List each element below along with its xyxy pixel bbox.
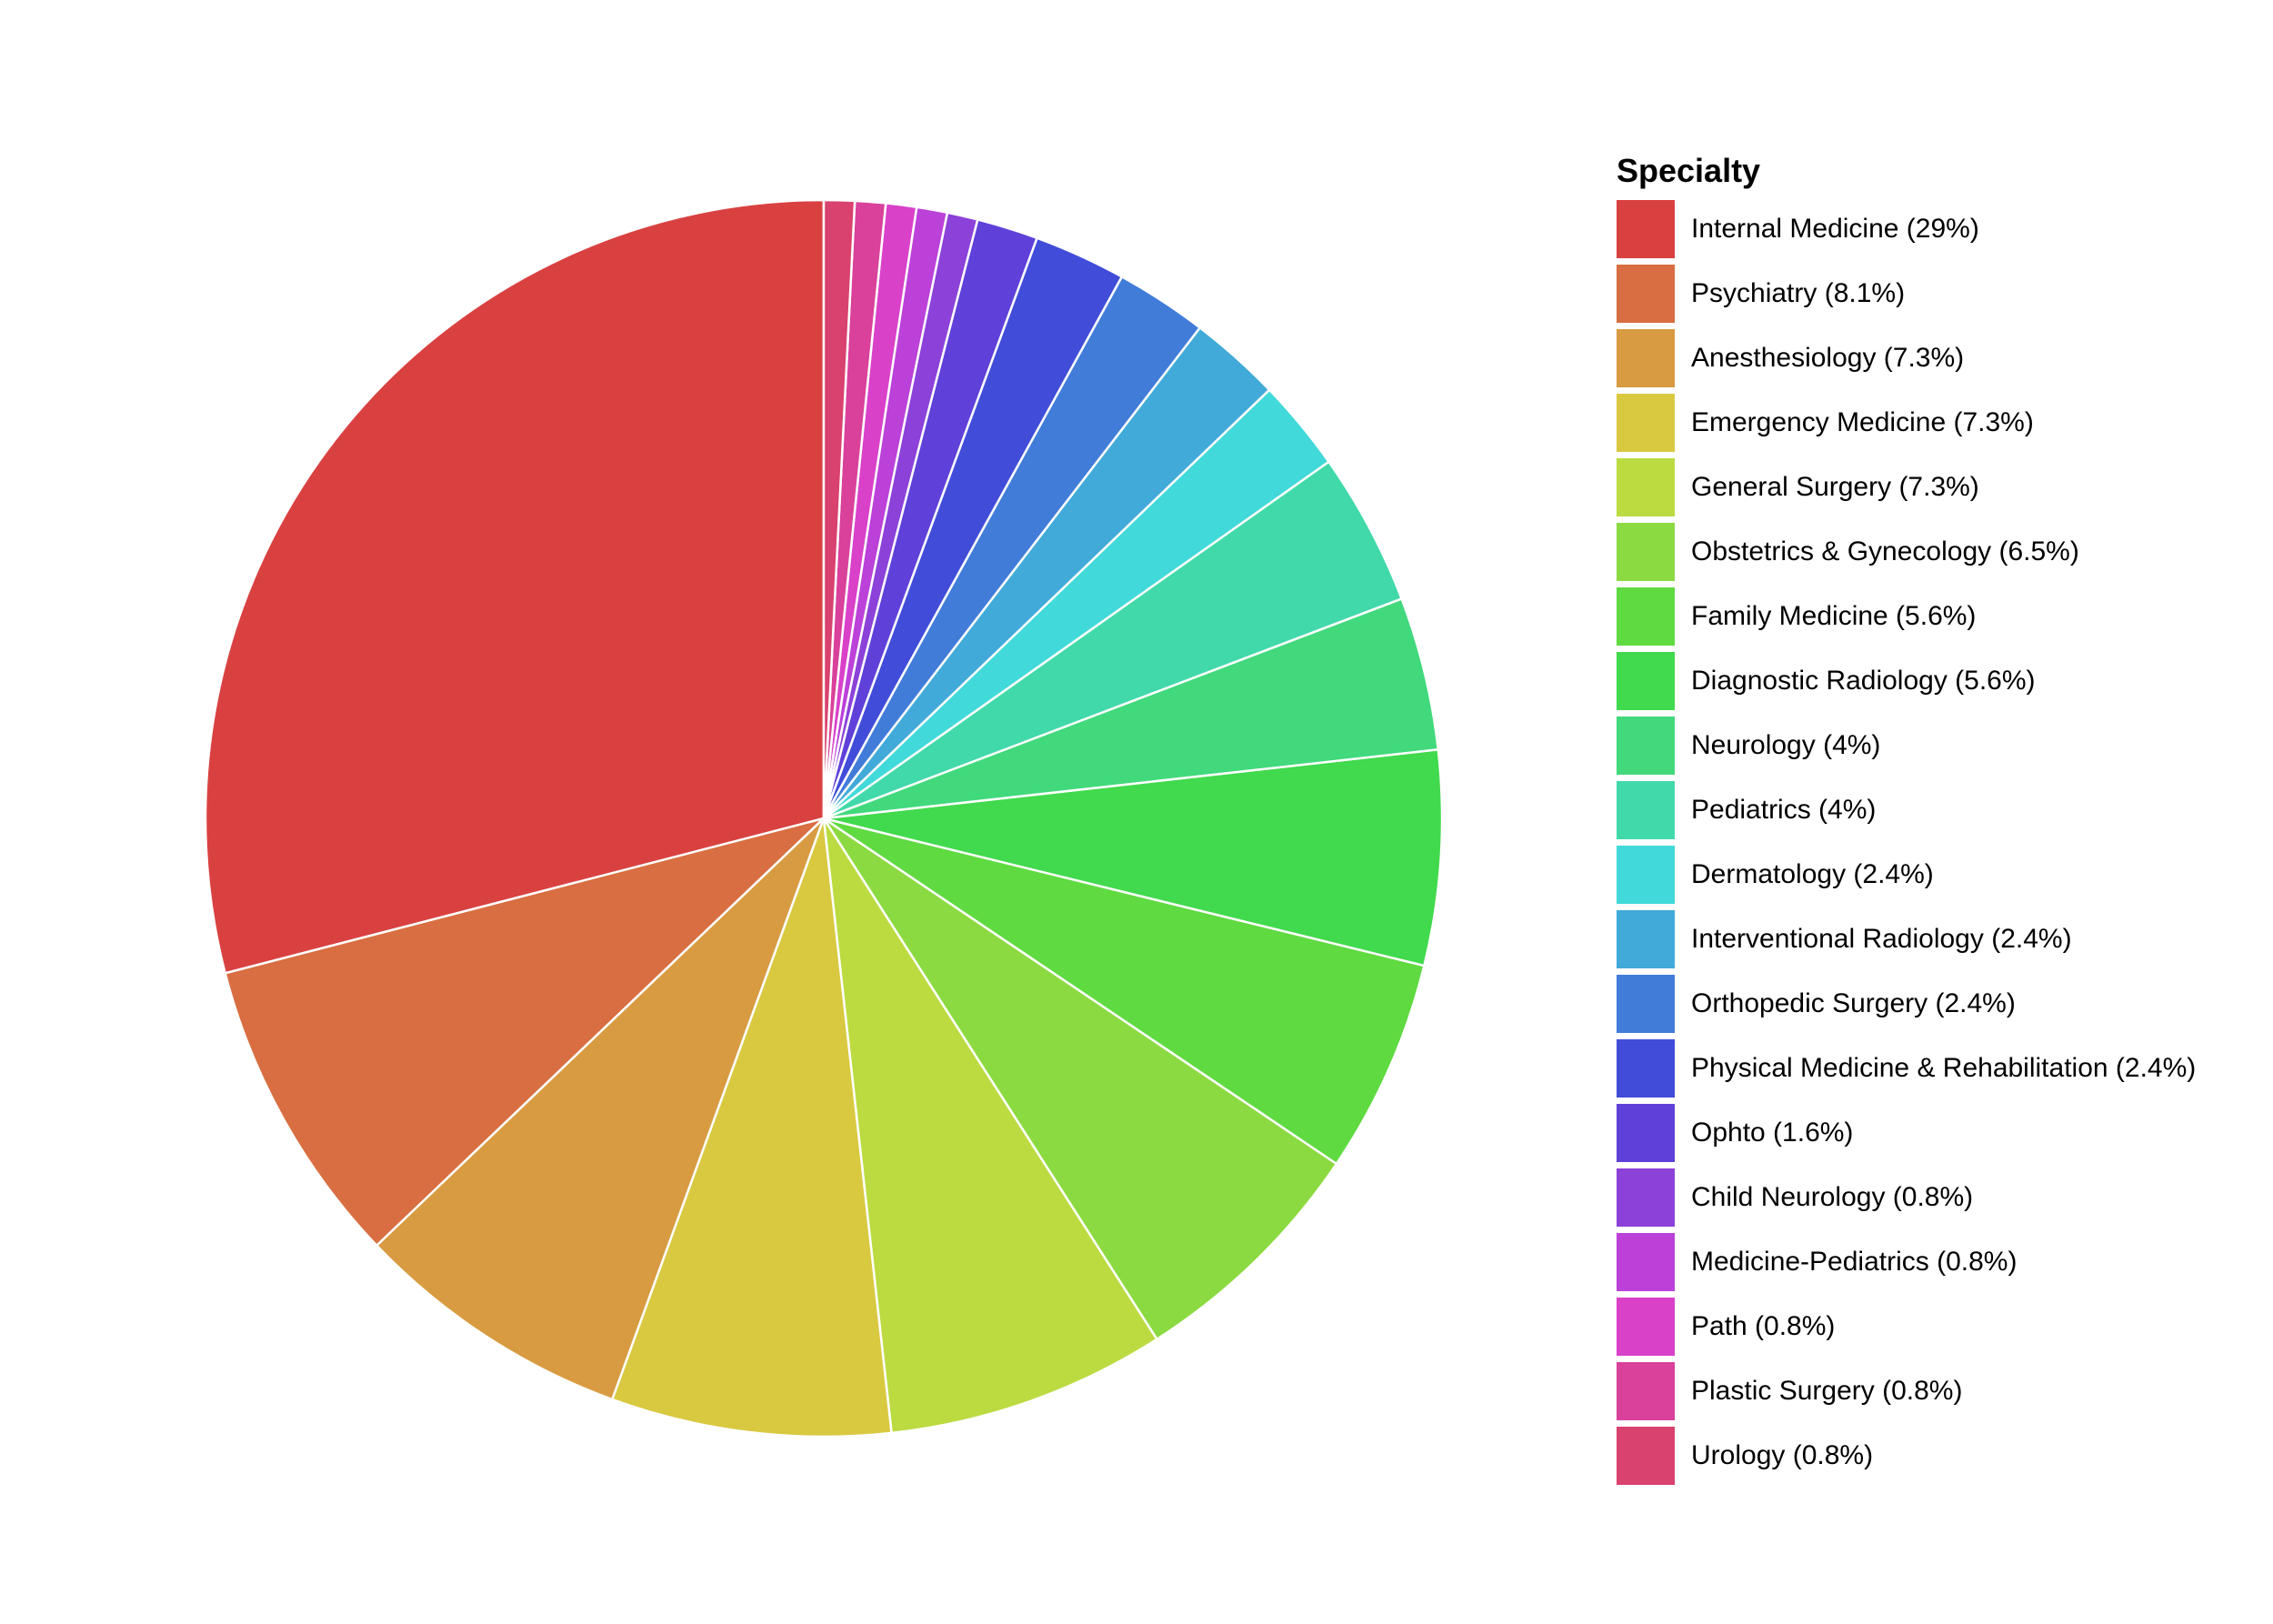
legend-swatch bbox=[1617, 1038, 1675, 1098]
legend: Specialty Internal Medicine (29%) Psychia… bbox=[1617, 145, 2196, 1488]
legend-label: Emergency Medicine (7.3%) bbox=[1691, 406, 2034, 437]
legend-item-internal-medicine: Internal Medicine (29%) bbox=[1617, 196, 2196, 261]
legend-label: Diagnostic Radiology (5.6%) bbox=[1691, 665, 2036, 696]
legend-label: Medicine-Pediatrics (0.8%) bbox=[1691, 1246, 2018, 1277]
legend-label: Internal Medicine (29%) bbox=[1691, 213, 1979, 244]
legend-swatch bbox=[1617, 909, 1675, 968]
legend-title: Specialty bbox=[1617, 152, 1761, 189]
legend-label: General Surgery (7.3%) bbox=[1691, 471, 1979, 502]
legend-label: Ophto (1.6%) bbox=[1691, 1117, 1854, 1148]
legend-item-emergency-medicine: Emergency Medicine (7.3%) bbox=[1617, 390, 2196, 455]
slice-emergency-medicine bbox=[611, 817, 893, 1439]
legend-swatch bbox=[1617, 1168, 1675, 1227]
legend-swatch bbox=[1617, 780, 1675, 839]
legend-swatch bbox=[1617, 651, 1675, 710]
legend-item-path: Path (0.8%) bbox=[1617, 1294, 2196, 1358]
legend-swatch bbox=[1617, 1103, 1675, 1162]
slice-family-medicine bbox=[822, 817, 1426, 1166]
legend-swatch bbox=[1617, 586, 1675, 646]
legend-label: Orthopedic Surgery (2.4%) bbox=[1691, 987, 2016, 1018]
legend-label: Plastic Surgery (0.8%) bbox=[1691, 1375, 1963, 1406]
legend-label: Psychiatry (8.1%) bbox=[1691, 277, 1906, 308]
slice-obstetrics-and-gynecology bbox=[822, 817, 1338, 1341]
legend-item-pediatrics: Pediatrics (4%) bbox=[1617, 777, 2196, 842]
legend-item-diagnostic-radiology: Diagnostic Radiology (5.6%) bbox=[1617, 648, 2196, 713]
legend-item-medicine-pediatrics: Medicine-Pediatrics (0.8%) bbox=[1617, 1229, 2196, 1294]
legend-swatch bbox=[1617, 522, 1675, 581]
legend-items: Internal Medicine (29%) Psychiatry (8.1%)… bbox=[1617, 196, 2196, 1488]
legend-swatch bbox=[1617, 1232, 1675, 1291]
legend-item-psychiatry: Psychiatry (8.1%) bbox=[1617, 261, 2196, 326]
legend-swatch bbox=[1617, 716, 1675, 775]
legend-item-physical-medicine-and-rehabilitation: Physical Medicine & Rehabilitation (2.4%… bbox=[1617, 1036, 2196, 1100]
legend-label: Family Medicine (5.6%) bbox=[1691, 600, 1977, 631]
legend-label: Physical Medicine & Rehabilitation (2.4%… bbox=[1691, 1052, 2197, 1083]
legend-swatch bbox=[1617, 1361, 1675, 1420]
legend-item-family-medicine: Family Medicine (5.6%) bbox=[1617, 584, 2196, 648]
legend-item-anesthesiology: Anesthesiology (7.3%) bbox=[1617, 326, 2196, 390]
legend-swatch bbox=[1617, 845, 1675, 904]
legend-label: Anesthesiology (7.3%) bbox=[1691, 342, 1965, 373]
legend-item-child-neurology: Child Neurology (0.8%) bbox=[1617, 1165, 2196, 1229]
slice-psychiatry bbox=[224, 817, 826, 1247]
legend-item-urology: Urology (0.8%) bbox=[1617, 1423, 2196, 1488]
legend-label: Path (0.8%) bbox=[1691, 1310, 1836, 1341]
legend-label: Interventional Radiology (2.4%) bbox=[1691, 923, 2072, 954]
legend-swatch bbox=[1617, 328, 1675, 387]
legend-swatch bbox=[1617, 264, 1675, 323]
slice-internal-medicine bbox=[204, 198, 826, 975]
legend-item-interventional-radiology: Interventional Radiology (2.4%) bbox=[1617, 907, 2196, 971]
legend-label: Pediatrics (4%) bbox=[1691, 794, 1877, 825]
slice-anesthesiology bbox=[375, 817, 826, 1401]
legend-label: Dermatology (2.4%) bbox=[1691, 858, 1934, 889]
legend-swatch bbox=[1617, 457, 1675, 516]
legend-swatch bbox=[1617, 199, 1675, 258]
legend-swatch bbox=[1617, 974, 1675, 1033]
legend-item-orthopedic-surgery: Orthopedic Surgery (2.4%) bbox=[1617, 971, 2196, 1036]
slice-general-surgery bbox=[822, 817, 1158, 1435]
slice-diagnostic-radiology bbox=[822, 747, 1444, 967]
legend-swatch bbox=[1617, 1297, 1675, 1356]
pie-slices bbox=[204, 198, 1444, 1439]
legend-swatch bbox=[1617, 1426, 1675, 1485]
legend-label: Obstetrics & Gynecology (6.5%) bbox=[1691, 536, 2079, 566]
legend-item-ophto: Ophto (1.6%) bbox=[1617, 1100, 2196, 1165]
legend-item-general-surgery: General Surgery (7.3%) bbox=[1617, 455, 2196, 519]
slice-urology bbox=[822, 198, 856, 820]
legend-item-plastic-surgery: Plastic Surgery (0.8%) bbox=[1617, 1358, 2196, 1423]
legend-item-neurology: Neurology (4%) bbox=[1617, 713, 2196, 777]
legend-item-obstetrics-and-gynecology: Obstetrics & Gynecology (6.5%) bbox=[1617, 519, 2196, 584]
legend-label: Urology (0.8%) bbox=[1691, 1439, 1874, 1470]
legend-swatch bbox=[1617, 393, 1675, 452]
legend-item-dermatology: Dermatology (2.4%) bbox=[1617, 842, 2196, 907]
legend-label: Neurology (4%) bbox=[1691, 729, 1881, 760]
legend-label: Child Neurology (0.8%) bbox=[1691, 1181, 1974, 1212]
